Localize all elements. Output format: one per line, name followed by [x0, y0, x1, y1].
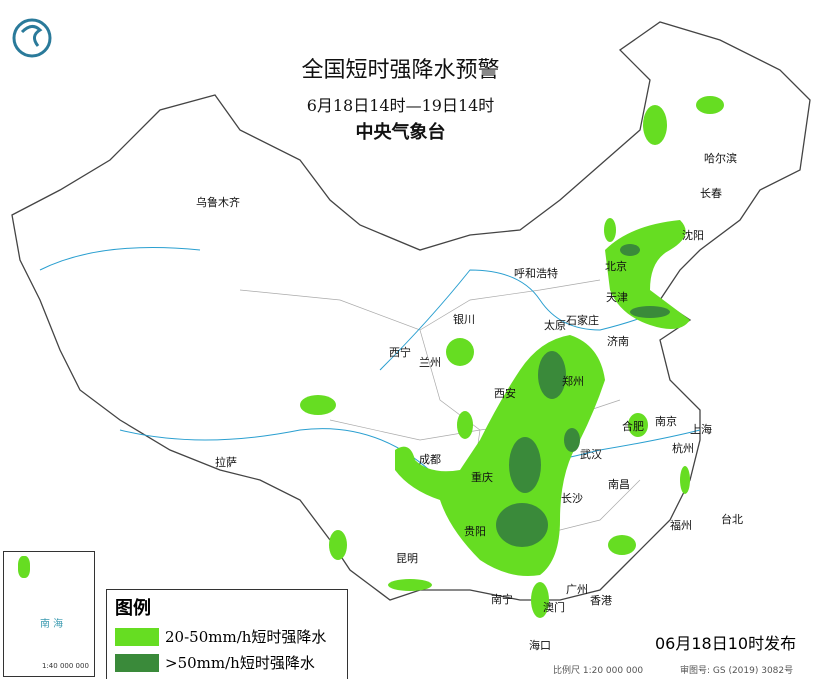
city-label: 广州	[566, 583, 588, 596]
city-label: 济南	[607, 335, 629, 348]
map-approval-number: 审图号: GS (2019) 3082号	[680, 666, 794, 676]
city-label: 哈尔滨	[704, 152, 737, 165]
city-label: 呼和浩特	[514, 267, 558, 280]
city-label: 石家庄	[566, 314, 599, 327]
city-label: 贵阳	[464, 525, 486, 538]
city-label: 乌鲁木齐	[196, 196, 240, 209]
city-label: 南京	[655, 415, 677, 428]
city-label: 银川	[453, 313, 475, 326]
legend-label: 20-50mm/h短时强降水	[165, 628, 327, 646]
forecast-period: 6月18日14时—19日14时	[306, 96, 495, 115]
map-scale: 比例尺 1:20 000 000	[553, 666, 644, 676]
map-title: 全国短时强降水预警	[301, 58, 500, 83]
city-label: 台北	[721, 513, 743, 526]
legend-swatch	[115, 653, 159, 672]
province-borders	[239, 279, 641, 541]
city-label: 昆明	[396, 552, 418, 565]
city-label: 拉萨	[215, 456, 237, 469]
city-label: 西安	[494, 387, 516, 400]
city-label: 兰州	[419, 356, 441, 369]
city-label: 郑州	[562, 375, 584, 388]
city-label: 天津	[606, 291, 628, 304]
issuer: 中央气象台	[355, 122, 446, 143]
city-label: 福州	[670, 519, 692, 532]
city-label: 长沙	[561, 492, 583, 505]
legend-title: 图例	[115, 598, 151, 619]
city-label: 长春	[700, 187, 722, 200]
legend-item: >50mm/h短时强降水	[115, 652, 315, 673]
city-label: 武汉	[580, 448, 602, 461]
rain-over-50-areas	[496, 244, 670, 547]
city-label: 澳门	[543, 601, 565, 614]
city-label: 太原	[544, 319, 566, 332]
city-label: 沈阳	[682, 229, 704, 242]
legend: 图例 20-50mm/h短时强降水 >50mm/h短时强降水	[106, 589, 348, 679]
inset-scale: 1:40 000 000	[42, 662, 89, 670]
legend-label: >50mm/h短时强降水	[165, 654, 315, 672]
cma-logo-icon	[12, 18, 52, 58]
inset-rain-area	[18, 556, 30, 578]
city-label: 成都	[419, 453, 441, 466]
city-label: 西宁	[389, 346, 411, 359]
city-label: 杭州	[672, 442, 694, 455]
legend-swatch	[115, 627, 159, 646]
south-china-sea-inset: 南 海 1:40 000 000	[3, 551, 95, 677]
legend-item: 20-50mm/h短时强降水	[115, 626, 326, 647]
city-label: 海口	[529, 639, 551, 652]
city-label: 南宁	[491, 593, 513, 606]
city-label: 重庆	[471, 471, 493, 484]
city-label: 北京	[605, 260, 627, 273]
city-label: 南昌	[608, 478, 630, 491]
inset-sea-label: 南 海	[40, 619, 64, 630]
city-label: 上海	[690, 423, 712, 436]
issue-time: 06月18日10时发布	[655, 634, 797, 653]
city-label: 合肥	[622, 420, 644, 433]
city-label: 香港	[590, 594, 612, 607]
